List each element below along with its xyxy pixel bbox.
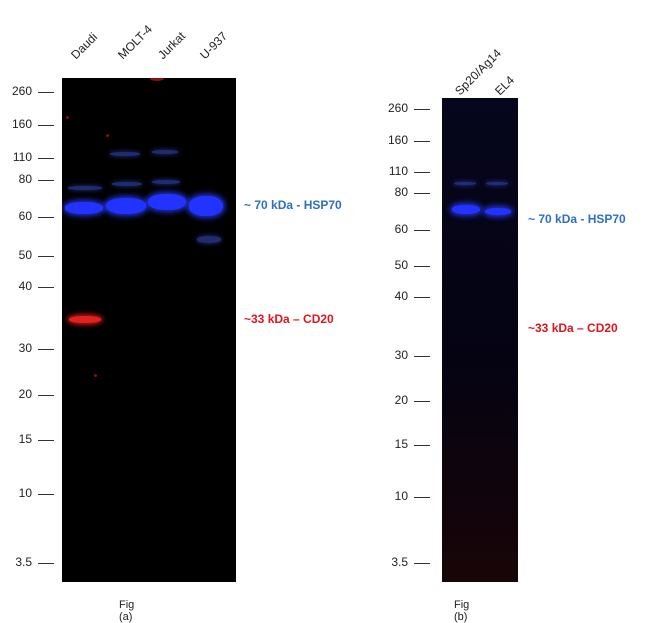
mw-tick [38, 349, 54, 350]
hsp70-band-el4 [485, 208, 511, 215]
hsp70-label-a: ~ 70 kDa - HSP70 [244, 198, 342, 212]
faint-band [152, 150, 178, 154]
hsp70-band-molt4 [106, 198, 146, 214]
background-speck [106, 134, 109, 137]
mw-tick [38, 217, 54, 218]
mw-marker: 110 [12, 150, 32, 164]
mw-marker: 30 [394, 348, 408, 362]
mw-tick [414, 563, 430, 564]
mw-tick [38, 180, 54, 181]
mw-marker: 15 [394, 437, 408, 451]
mw-tick [38, 563, 54, 564]
mw-tick [38, 494, 54, 495]
mw-tick [38, 440, 54, 441]
mw-tick [414, 266, 430, 267]
mw-tick [414, 230, 430, 231]
mw-marker: 260 [387, 101, 408, 115]
hsp70-band-jurkat [148, 194, 186, 210]
mw-marker: 80 [394, 185, 408, 199]
faint-band [68, 186, 102, 190]
mw-marker: 80 [18, 172, 32, 186]
mw-marker: 160 [387, 133, 408, 147]
lane-label-molt4: MOLT-4 [115, 22, 156, 62]
mw-tick [414, 193, 430, 194]
mw-tick [38, 158, 54, 159]
blot-image-a [62, 78, 236, 582]
mw-tick [414, 141, 430, 142]
lane-label-u937: U-937 [197, 28, 231, 62]
mw-marker: 10 [394, 489, 408, 503]
mw-marker: 20 [394, 393, 408, 407]
background-speck [66, 116, 69, 119]
blot-image-b [442, 98, 518, 582]
figure-caption-b: Fig (b) [454, 599, 470, 623]
mw-marker: 3.5 [391, 555, 408, 569]
mw-marker: 30 [18, 341, 32, 355]
mw-marker: 260 [11, 84, 32, 98]
faint-band [152, 180, 180, 184]
faint-band [486, 182, 508, 185]
hsp70-band-u937 [189, 196, 223, 216]
mw-marker: 50 [394, 258, 408, 272]
background-speck [150, 78, 164, 81]
mw-marker: 10 [18, 486, 32, 500]
mw-marker: 160 [11, 117, 32, 131]
mw-tick [414, 297, 430, 298]
mw-tick [414, 497, 430, 498]
mw-tick [414, 356, 430, 357]
mw-tick [38, 256, 54, 257]
mw-marker: 60 [394, 222, 408, 236]
mw-tick [414, 109, 430, 110]
mw-tick [414, 401, 430, 402]
hsp70-label-b: ~ 70 kDa - HSP70 [528, 212, 626, 226]
mw-tick [414, 172, 430, 173]
mw-tick [38, 395, 54, 396]
lane-label-jurkat: Jurkat [155, 28, 189, 62]
mw-marker: 20 [18, 387, 32, 401]
mw-tick [38, 125, 54, 126]
mw-marker: 50 [18, 248, 32, 262]
mw-marker: 60 [18, 209, 32, 223]
faint-band [110, 152, 140, 156]
hsp70-band-sp20ag14 [452, 205, 480, 214]
faint-band-u937-lower [197, 236, 221, 243]
mw-marker: 40 [18, 279, 32, 293]
cd20-label-b: ~33 kDa – CD20 [528, 321, 618, 335]
mw-marker: 3.5 [15, 555, 32, 569]
mw-tick [414, 445, 430, 446]
faint-band [454, 182, 476, 185]
mw-marker: 110 [388, 164, 408, 178]
background-speck [94, 374, 97, 377]
cd20-label-a: ~33 kDa – CD20 [244, 312, 334, 326]
mw-marker: 15 [18, 432, 32, 446]
hsp70-band-daudi [65, 202, 103, 214]
figure-caption-a: Fig (a) [119, 599, 135, 623]
mw-tick [38, 92, 54, 93]
mw-tick [38, 287, 54, 288]
cd20-band-daudi [69, 316, 101, 323]
lane-label-daudi: Daudi [68, 29, 101, 62]
mw-marker: 40 [394, 289, 408, 303]
lane-label-el4: EL4 [492, 72, 518, 98]
faint-band [112, 182, 142, 186]
